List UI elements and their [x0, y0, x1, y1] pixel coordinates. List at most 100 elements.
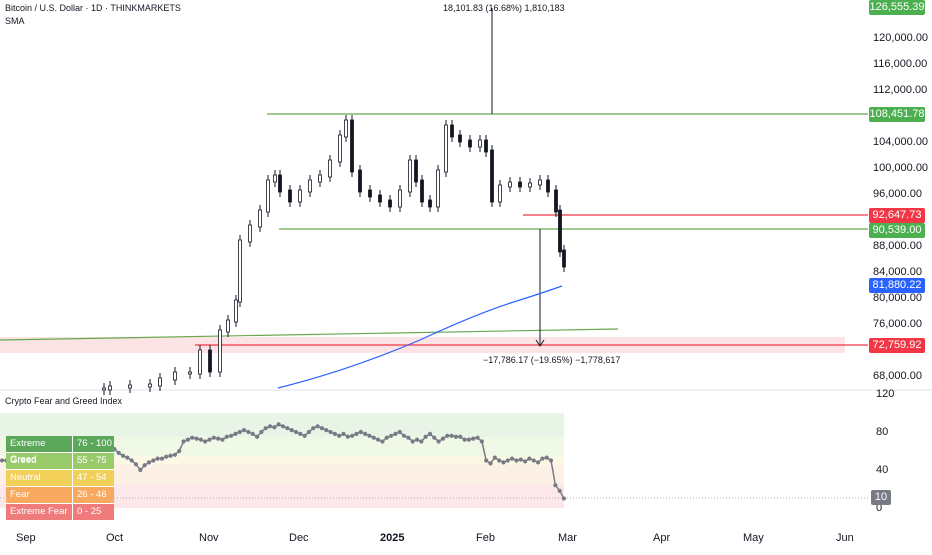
- candle-body: [538, 179, 542, 186]
- fg-point: [393, 431, 398, 436]
- candle-body: [458, 134, 462, 143]
- fg-point: [276, 422, 281, 427]
- sma-line: [277, 285, 563, 389]
- fg-point: [311, 426, 316, 431]
- fg-point: [419, 439, 424, 444]
- fg-point: [125, 455, 130, 460]
- fg-point: [172, 452, 178, 457]
- candle-body: [554, 189, 558, 213]
- x-tick: Apr: [653, 532, 671, 544]
- fg-point: [168, 453, 173, 458]
- candle-body: [444, 124, 448, 173]
- fg-point: [484, 458, 489, 463]
- fg-point: [406, 435, 411, 440]
- fg-tick: 0: [876, 502, 883, 514]
- fg-point: [241, 428, 247, 433]
- fg-point: [319, 426, 325, 431]
- fg-title: Crypto Fear and Greed Index: [5, 396, 123, 406]
- candle-body: [338, 134, 342, 163]
- sma-label: SMA: [5, 16, 25, 26]
- fg-point: [120, 453, 126, 458]
- fg-point: [328, 429, 333, 435]
- fg-point: [181, 439, 186, 444]
- candle-body: [378, 194, 382, 203]
- zone-extreme-fear: [0, 484, 564, 508]
- fg-point: [414, 437, 420, 442]
- candle-body: [248, 224, 252, 243]
- fg-point: [514, 458, 519, 463]
- fg-point: [116, 450, 121, 455]
- fg-point: [306, 429, 312, 435]
- legend-neutral: Neutral 47 - 54: [6, 470, 114, 487]
- legend-fear: Fear 26 - 46: [6, 487, 114, 504]
- fg-point: [561, 496, 567, 501]
- fg-point: [401, 433, 407, 438]
- fg-point: [298, 431, 303, 436]
- price-tag-high: 126,555.39: [869, 0, 925, 15]
- fg-point: [354, 431, 359, 436]
- fg-point: [198, 437, 203, 442]
- trend-line: [0, 328, 619, 341]
- fg-point: [246, 429, 251, 435]
- price-tick: 76,000.00: [873, 318, 922, 330]
- candle-body: [308, 179, 312, 193]
- fg-point: [190, 435, 195, 440]
- fg-point: [203, 439, 208, 444]
- fg-point: [138, 467, 143, 473]
- candle-body: [198, 349, 202, 375]
- fg-point: [133, 462, 139, 467]
- candle-body: [388, 199, 392, 208]
- candle-body: [258, 209, 262, 228]
- price-tag-resistance: 108,451.78: [869, 107, 925, 122]
- fg-point: [479, 439, 484, 444]
- fg-point: [151, 458, 156, 463]
- fg-point: [207, 437, 212, 442]
- fg-point: [280, 424, 286, 429]
- candle-body: [562, 249, 566, 268]
- fg-point: [488, 461, 493, 466]
- candle-body: [344, 119, 348, 138]
- fg-point: [453, 434, 459, 439]
- candle-body: [318, 174, 322, 183]
- fg-point: [540, 456, 545, 461]
- fg-point: [410, 439, 415, 444]
- candle-body: [450, 124, 454, 138]
- fg-point: [293, 429, 299, 435]
- fg-point: [397, 429, 402, 435]
- fg-point: [263, 426, 268, 431]
- fg-point: [501, 460, 506, 465]
- fg-point: [384, 435, 389, 440]
- price-tick: 84,000.00: [873, 266, 922, 278]
- fg-point: [324, 428, 329, 433]
- fg-point: [363, 431, 368, 436]
- candle-body: [208, 349, 212, 373]
- candle-body: [358, 169, 362, 193]
- fg-point: [548, 458, 554, 463]
- fg-point: [289, 428, 294, 433]
- price-tag-red-level: 92,647.73: [869, 208, 925, 223]
- fg-point: [211, 435, 216, 440]
- x-tick: 2025: [380, 532, 405, 544]
- fg-point: [371, 435, 376, 440]
- candle-body: [528, 182, 532, 188]
- fg-point: [350, 433, 355, 438]
- candle-body: [108, 385, 112, 391]
- candle-body: [490, 149, 494, 203]
- fg-point: [471, 436, 476, 441]
- candle-body: [328, 159, 332, 178]
- fg-point: [527, 456, 532, 461]
- fg-point: [332, 431, 337, 436]
- fg-point: [380, 439, 385, 444]
- fg-point: [164, 454, 169, 459]
- fg-point: [159, 456, 165, 461]
- fg-tick: 120: [876, 388, 895, 400]
- fg-point: [440, 436, 446, 441]
- fg-point: [358, 429, 363, 435]
- candle-body: [298, 189, 302, 203]
- x-tick: May: [743, 532, 764, 544]
- candle-body: [368, 189, 372, 198]
- fg-point: [436, 439, 441, 444]
- symbol-title: Bitcoin / U.S. Dollar · 1D · THINKMARKET…: [5, 3, 181, 13]
